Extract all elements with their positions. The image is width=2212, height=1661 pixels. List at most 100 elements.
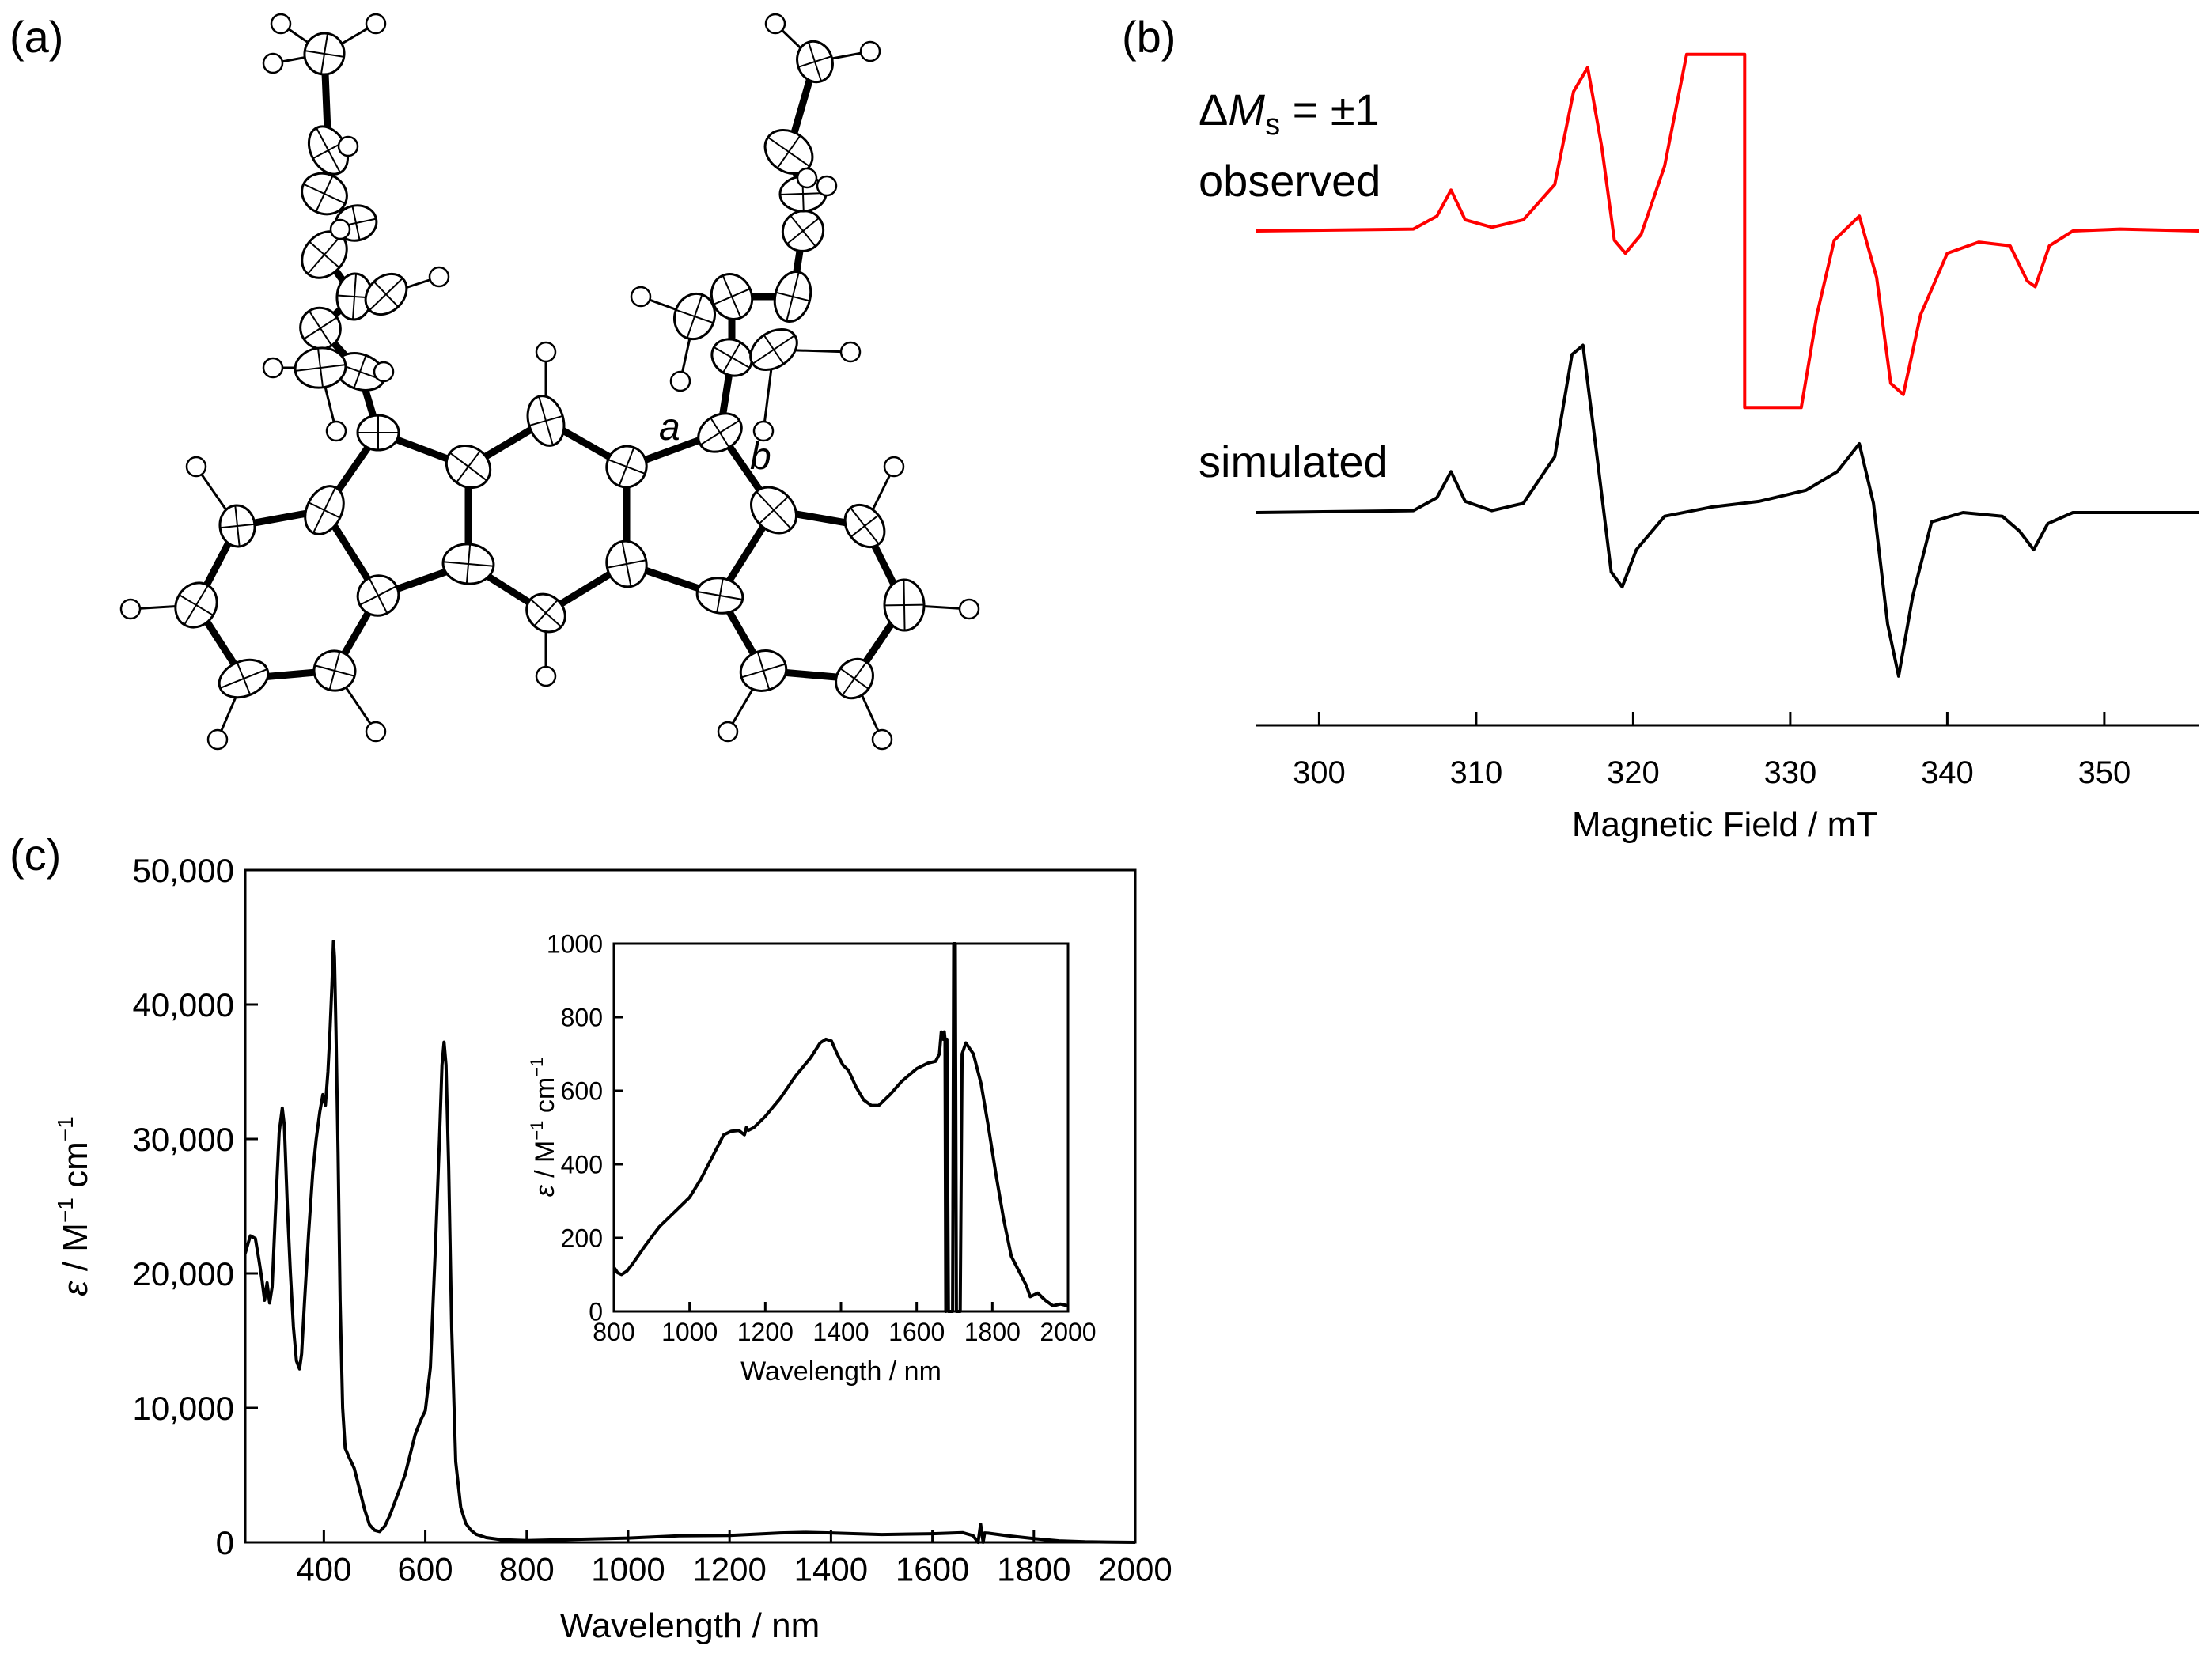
carbon-atom [697,412,743,453]
hydrogen-atom [630,286,652,308]
hydrogen-atom [752,420,775,442]
ellipsoid-axis [309,240,340,269]
ellipsoid-axis [839,668,869,690]
hydrogen-atom [373,361,395,383]
ellipsoid-axis [465,544,472,584]
hydrogen-atom [365,721,387,743]
ellipsoid-axis [316,348,324,388]
epr-series-label-simulated: simulated [1199,437,1388,486]
x-tick-label: 800 [593,1318,634,1346]
ellipsoid-axis [790,214,816,248]
carbon-atom [883,578,926,632]
carbon-atom [304,485,345,535]
epr-m-symbol: M [1228,85,1265,134]
hydrogen-atom [839,341,862,363]
carbon-atom [749,327,798,372]
carbon-atom [441,543,495,585]
ellipsoid-axis [713,288,751,305]
hydrogen-atom [262,52,284,74]
ellipsoid-axis [710,417,730,448]
x-tick-label: 1800 [997,1550,1070,1587]
abs-ylabel-mid: cm [56,1141,95,1198]
y-tick-label: 50,000 [133,852,234,889]
ellipsoid-axis [797,55,832,68]
ellipsoid-axis [884,603,925,607]
x-tick-label: 400 [296,1550,351,1587]
absorption-x-axis-label: Wavelength / nm [560,1606,820,1645]
x-tick-label: 1200 [737,1318,794,1346]
y-tick-label: 30,000 [133,1121,234,1158]
atoms-group [119,13,980,751]
carbon-atom [835,657,874,700]
epr-chart: ΔMs = ±1 observed simulated 300 310 320 330… [1199,52,2199,844]
carbon-atom [174,581,218,629]
ellipsoid-axis [308,501,341,519]
inset-spectrum-line [612,942,1069,1313]
epr-x-ticks: 300 310 320 330 340 350 [1293,712,2131,790]
x-tick-label: 2000 [1040,1318,1096,1346]
carbon-atom [294,346,347,389]
carbon-atom [673,292,716,341]
hydrogen-atom [325,420,347,442]
hydrogen-atom [669,370,691,392]
abs-ylabel-unit: / M [56,1223,95,1281]
inset-y-axis-label: ε / M−1 cm−1 [527,1058,560,1198]
ellipsoid-axis [528,414,563,427]
ellipsoid-axis [776,134,801,169]
hydrogen-atom [764,13,786,35]
epr-x-tick-label: 320 [1607,755,1660,790]
y-tick-label: 40,000 [133,986,234,1023]
absorption-chart: 400 600 800 1000 1200 1400 1600 1800 2000010,000… [53,852,1172,1645]
carbon-atom [605,445,648,489]
hydrogen-atom [883,456,905,478]
panel-label-c: (c) [9,830,61,880]
epr-transition-label: ΔMs = ±1 [1199,85,1380,142]
x-tick-label: 2000 [1098,1550,1172,1587]
epr-transition-rest: = ±1 [1280,85,1380,134]
x-tick-label: 1000 [591,1550,665,1587]
carbon-atom [299,306,342,350]
bond-label-b: b [750,436,771,478]
hydrogen-atom [270,13,292,35]
x-tick-label: 1400 [794,1550,868,1587]
x-tick-label: 800 [499,1550,555,1587]
carbon-atom [445,444,492,490]
epr-x-tick-label: 330 [1764,755,1817,790]
hydrogen-atom [816,175,838,197]
carbon-atom [796,40,834,84]
inset-ylabel-mid: cm [530,1077,560,1121]
epr-x-tick-label: 350 [2078,755,2131,790]
inset-ylabel-exp2: −1 [527,1058,547,1077]
ellipsoid-axis [220,523,255,529]
ellipsoid-axis [775,291,810,302]
y-tick-label: 800 [561,1004,603,1032]
absorption-plot-frame [244,868,1137,1544]
carbon-atom [218,504,256,548]
absorption-y-axis-label: ε / M−1 cm−1 [53,1116,95,1296]
carbon-atom [218,658,270,699]
carbon-atom [773,270,812,323]
hydrogen-atom [871,728,893,751]
hydrogen-atom [796,167,818,189]
y-tick-label: 0 [589,1298,603,1326]
y-tick-label: 400 [561,1151,603,1179]
epr-x-axis-label: Magnetic Field / mT [1572,805,1877,844]
ellipsoid-axis [353,354,367,389]
absorption-ticks: 400 600 800 1000 1200 1400 1600 1800 2000010,000… [133,852,1172,1587]
inset-ticks: 800 1000 1200 1400 1600 1800 2000 0 200 400 600 800… [547,930,1097,1346]
ellipsoid-axis [607,559,646,569]
ellipsoid-axis [328,651,341,691]
epr-x-tick-label: 300 [1293,755,1346,790]
carbon-atom [312,649,357,692]
hydrogen-atom [428,266,450,288]
ellipsoid-axis [533,599,559,627]
ellipsoid-axis [236,662,252,695]
hydrogen-atom [535,341,557,363]
epr-m-subscript: s [1265,108,1280,142]
x-tick-label: 1600 [888,1318,945,1346]
hydrogen-atom [119,598,142,620]
hydrogen-atom [206,728,229,751]
inset-x-axis-label: Wavelength / nm [740,1356,941,1387]
ellipsoid-axis [456,450,481,483]
